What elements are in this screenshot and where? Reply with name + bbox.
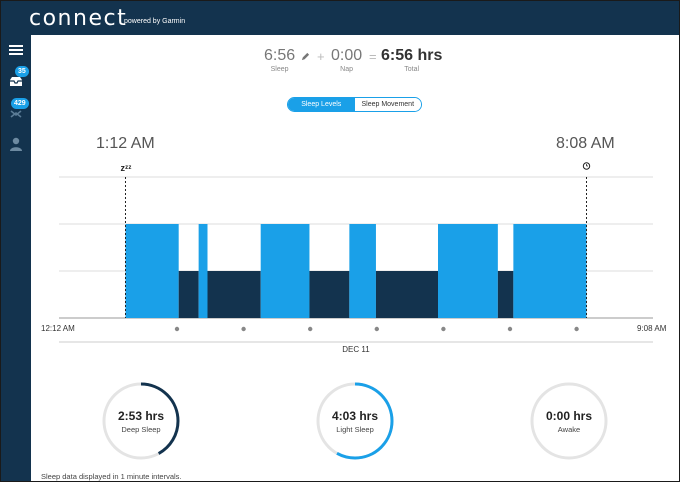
ring-progress-arc [316,382,394,460]
main-content: 6:56 Sleep + 0:00 Nap = 6:56 hrs Total S… [31,35,679,481]
sleep-level-bar-deep [497,271,514,318]
awake-ring-graphic [530,382,608,460]
sleep-levels-chart: zᶻᶻ 12:12 AM 9:08 AM [41,162,667,343]
deep-sleep-label: Deep Sleep [121,424,161,434]
axis-hour-tick [174,326,180,332]
sleep-label: Sleep [270,66,289,73]
sleep-level-bar-light [438,224,498,318]
sleep-level-bar-light [198,224,208,318]
total-summary-item: 6:56 hrs Total [381,47,442,73]
sleep-value: 6:56 [264,47,296,64]
ring-progress-arc [102,382,180,460]
alarm-clock-icon [582,162,591,170]
total-label: Total [404,66,420,73]
inbox-button[interactable]: 35 [7,66,29,91]
axis-hour-tick [308,326,313,332]
light-sleep-ring-graphic [316,382,394,460]
sleep-summary-item: 6:56 Sleep [264,47,295,73]
profile-button[interactable] [7,135,25,153]
light-sleep-ring: 4:03 hrs Light Sleep [315,381,395,461]
light-sleep-label: Light Sleep [336,424,374,434]
menu-icon[interactable] [7,43,25,61]
chart-axis: 12:12 AM 9:08 AM [41,324,667,333]
axis-hour-tick [507,326,513,332]
sleep-level-bar-light [260,224,310,318]
awake-ring: 0:00 hrs Awake [529,381,609,461]
powered-by-label: powered by Garmin [124,18,186,25]
chart-markers: zᶻᶻ [120,162,591,318]
tab-sleep-movement[interactable]: Sleep Movement [354,98,421,111]
connect-logo[interactable]: connect [29,6,128,31]
sleep-level-bar-deep [207,271,261,318]
sleep-level-bar-deep [178,271,199,318]
interval-footnote: Sleep data displayed in 1 minute interva… [41,472,182,481]
sleep-end-time: 8:08 AM [556,135,615,152]
awake-value: 0:00 hrs [545,408,593,423]
challenges-icon [10,110,22,118]
top-bar: connect powered by Garmin [1,1,679,35]
axis-hour-tick [441,326,446,332]
chart-bars [125,224,587,318]
axis-start-label: 12:12 AM [41,324,75,333]
light-sleep-value: 4:03 hrs [331,408,379,423]
tab-sleep-levels[interactable]: Sleep Levels [288,98,355,111]
sleep-level-bar-light [349,224,376,318]
inbox-icon [10,77,22,86]
date-label: DEC 11 [342,345,370,354]
sleep-summary: 6:56 Sleep + 0:00 Nap = 6:56 hrs Total [31,47,679,77]
sleep-zzz-icon: zᶻᶻ [120,163,131,173]
deep-sleep-ring-graphic [102,382,180,460]
total-value: 6:56 hrs [381,47,443,64]
nap-value: 0:00 [331,47,363,64]
axis-hour-tick [574,326,579,332]
sleep-level-bar-deep [309,271,350,318]
equals-sign: = [369,49,377,64]
edit-pencil-icon[interactable] [301,52,310,61]
sidebar: 35 429 [1,35,31,481]
axis-hour-tick [374,326,379,332]
challenges-button[interactable]: 429 [7,98,29,123]
challenges-badge: 429 [11,98,29,109]
nap-summary-item: 0:00 Nap [331,47,362,73]
sleep-level-bar-deep [375,271,439,318]
deep-sleep-value: 2:53 hrs [117,408,165,423]
axis-end-label: 9:08 AM [637,324,667,333]
sleep-start-time: 1:12 AM [96,135,155,152]
inbox-badge: 35 [15,66,29,77]
view-toggle: Sleep Levels Sleep Movement [287,97,422,112]
sleep-level-bar-light [513,224,587,318]
awake-label: Awake [557,424,581,434]
ring-track [530,382,608,460]
deep-sleep-ring: 2:53 hrs Deep Sleep [101,381,181,461]
axis-hour-tick [241,326,246,332]
sleep-level-bar-light [125,224,179,318]
nap-label: Nap [340,66,353,73]
plus-sign: + [317,49,325,64]
profile-icon [10,137,22,151]
